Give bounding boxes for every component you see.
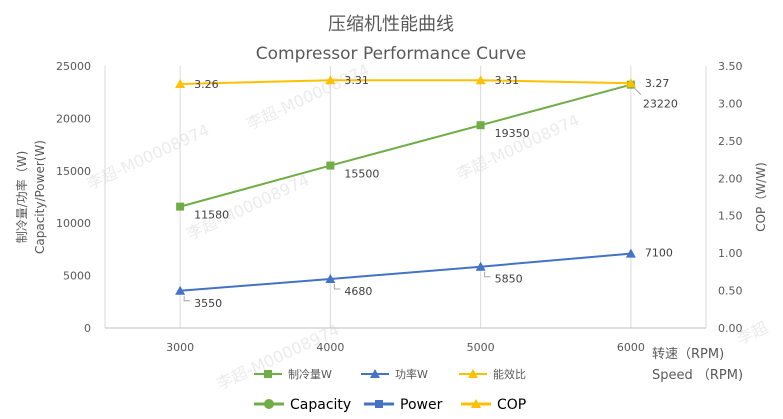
watermark-text: 李超-M00008974 xyxy=(184,170,313,243)
watermark-text: 李超-M00008974 xyxy=(244,60,373,133)
label-leader-line xyxy=(183,295,191,302)
legend-label: 制冷量W xyxy=(288,368,332,381)
y-right-tick-label: 2.50 xyxy=(718,135,743,148)
left-axis-title-en: Capacity/Power(W) xyxy=(33,140,47,254)
data-point-3 xyxy=(175,78,186,88)
left-axis-title-cn: 制冷量/功率（W) xyxy=(14,151,29,244)
data-point-3 xyxy=(625,78,636,88)
data-point-1 xyxy=(326,161,335,170)
x-tick-label: 5000 xyxy=(467,341,495,354)
data-point-3 xyxy=(475,75,486,85)
data-point-2 xyxy=(625,248,636,258)
legend2-swatch-marker xyxy=(471,399,481,408)
legend-swatch-marker xyxy=(468,369,478,378)
legend2-swatch-marker xyxy=(375,400,383,408)
y-left-tick-label: 15000 xyxy=(56,165,91,178)
x-tick-label: 6000 xyxy=(617,341,645,354)
y-left-tick-label: 5000 xyxy=(63,270,91,283)
watermark-text: 李超-M00008974 xyxy=(214,320,343,393)
y-right-tick-label: 2.00 xyxy=(718,172,743,185)
axes-layer: 0 5000 10000 15000 20000 25000 0.00 0.50 1.00 1.5… xyxy=(56,60,743,354)
label-leader-line xyxy=(484,271,491,278)
y-right-tick-label: 0.50 xyxy=(718,285,743,298)
data-point-3 xyxy=(325,75,336,85)
series-layer: 11580 15500 19350 23220 3550 4680 5850 7100 3.26… xyxy=(175,74,678,310)
y-left-tick-label: 10000 xyxy=(56,217,91,230)
data-label: 3.31 xyxy=(344,74,369,87)
data-label: 15500 xyxy=(344,168,379,181)
data-label: 3.26 xyxy=(194,78,219,91)
y-right-tick-label: 3.00 xyxy=(718,97,743,110)
chart-title: 压缩机性能曲线 xyxy=(328,14,454,35)
data-label: 23220 xyxy=(643,98,678,111)
data-point-1 xyxy=(176,202,185,211)
y-left-tick-label: 0 xyxy=(84,322,91,335)
data-point-2 xyxy=(175,285,186,295)
legend2-swatch-marker xyxy=(264,399,274,409)
data-label: 19350 xyxy=(495,127,530,140)
data-label: 5850 xyxy=(495,273,523,286)
data-point-2 xyxy=(475,261,486,271)
grid-layer xyxy=(104,66,707,328)
data-point-1 xyxy=(476,121,485,130)
legend: 制冷量W 功率W 能效比 xyxy=(254,367,526,381)
x-tick-label: 4000 xyxy=(316,341,344,354)
x-axis-title-en: Speed （RPM) xyxy=(652,368,743,383)
label-leader-line xyxy=(333,283,341,290)
legend-label: 功率W xyxy=(395,367,428,381)
data-label: 3.31 xyxy=(495,74,520,87)
legend-secondary: Capacity Power COP xyxy=(254,397,526,413)
legend2-label: Capacity xyxy=(290,397,351,413)
y-right-tick-label: 1.00 xyxy=(718,247,743,260)
y-right-tick-label: 0.00 xyxy=(718,322,743,335)
data-label: 11580 xyxy=(194,209,229,222)
series-line-1 xyxy=(179,83,632,208)
series-line-3 xyxy=(180,79,631,85)
chart-subtitle: Compressor Performance Curve xyxy=(256,44,527,64)
y-left-tick-label: 25000 xyxy=(56,60,91,73)
x-axis-title-cn: 转速（RPM) xyxy=(652,347,724,362)
y-right-tick-label: 1.50 xyxy=(718,210,743,223)
watermark-text: 李超-M00008974 xyxy=(454,110,583,183)
legend-label: 能效比 xyxy=(493,367,526,381)
y-left-tick-label: 20000 xyxy=(56,112,91,125)
data-point-2 xyxy=(325,273,336,283)
legend-swatch-marker xyxy=(370,369,380,378)
legend2-label: Power xyxy=(400,397,443,413)
data-label: 4680 xyxy=(344,285,372,298)
data-label: 3.27 xyxy=(645,77,670,90)
label-leader-line xyxy=(634,88,642,96)
legend-swatch-marker xyxy=(264,370,272,378)
data-label: 3550 xyxy=(194,297,222,310)
legend2-label: COP xyxy=(497,397,526,413)
watermark-text: 李超-M00008974 xyxy=(84,120,213,193)
y-right-tick-label: 3.50 xyxy=(718,60,743,73)
x-tick-label: 3000 xyxy=(166,341,194,354)
series-line-2 xyxy=(180,252,631,292)
right-axis-title: COP（W/W) xyxy=(754,162,768,232)
data-label: 7100 xyxy=(645,247,673,260)
